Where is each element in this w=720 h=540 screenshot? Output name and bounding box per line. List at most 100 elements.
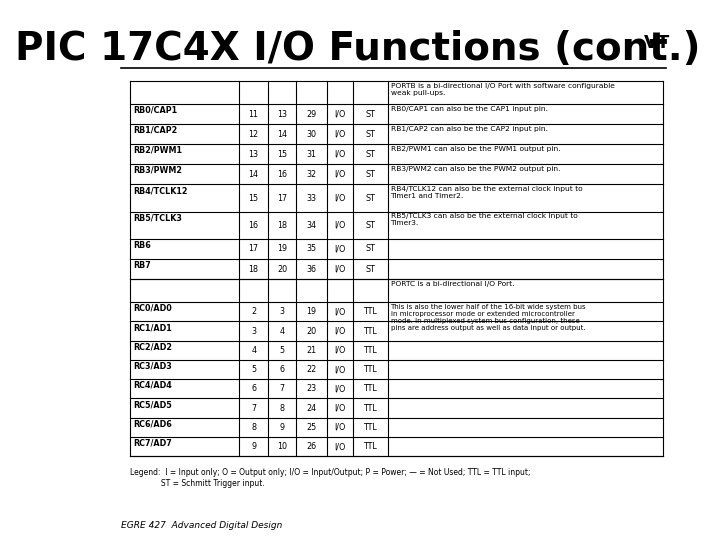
- Text: TTL: TTL: [364, 384, 377, 393]
- Text: 25: 25: [307, 423, 317, 432]
- Text: I/O: I/O: [335, 384, 346, 393]
- Text: 13: 13: [248, 150, 258, 159]
- Text: I/O: I/O: [335, 245, 346, 253]
- Text: TTL: TTL: [364, 346, 377, 355]
- Text: EGRE 427  Advanced Digital Design: EGRE 427 Advanced Digital Design: [121, 521, 282, 530]
- Text: 15: 15: [277, 150, 287, 159]
- Text: Legend:  I = Input only; O = Output only; I/O = Input/Output; P = Power; — = Not: Legend: I = Input only; O = Output only;…: [130, 468, 531, 488]
- Text: 19: 19: [277, 245, 287, 253]
- Text: ST: ST: [366, 170, 375, 179]
- Text: 34: 34: [307, 221, 317, 230]
- Text: PORTC is a bi-directional I/O Port.: PORTC is a bi-directional I/O Port.: [390, 281, 514, 287]
- Text: 14: 14: [277, 130, 287, 139]
- Text: 30: 30: [307, 130, 317, 139]
- Text: 17: 17: [248, 245, 258, 253]
- Text: I/O: I/O: [335, 110, 346, 119]
- Text: TTL: TTL: [364, 423, 377, 432]
- Text: ST: ST: [366, 130, 375, 139]
- Text: 7: 7: [251, 403, 256, 413]
- Text: RB5/TCLK3 can also be the external clock input to
Timer3.: RB5/TCLK3 can also be the external clock…: [390, 213, 577, 226]
- Text: 3: 3: [279, 307, 284, 316]
- Text: 14: 14: [248, 170, 258, 179]
- Text: RC3/AD3: RC3/AD3: [132, 362, 171, 370]
- Text: ST: ST: [366, 150, 375, 159]
- Text: RC2/AD2: RC2/AD2: [132, 342, 172, 352]
- Text: RB0/CAP1 can also be the CAP1 input pin.: RB0/CAP1 can also be the CAP1 input pin.: [390, 106, 547, 112]
- Text: RB3/PWM2 can also be the PWM2 output pin.: RB3/PWM2 can also be the PWM2 output pin…: [390, 166, 560, 172]
- Text: RB4/TCLK12 can also be the external clock input to
Timer1 and Timer2.: RB4/TCLK12 can also be the external cloc…: [390, 186, 582, 199]
- Text: 19: 19: [307, 307, 317, 316]
- Text: I/O: I/O: [335, 265, 346, 274]
- Text: 3: 3: [251, 327, 256, 335]
- Text: RB0/CAP1: RB0/CAP1: [132, 106, 177, 114]
- Text: RC4/AD4: RC4/AD4: [132, 381, 171, 390]
- Text: 8: 8: [279, 403, 284, 413]
- Text: 20: 20: [277, 265, 287, 274]
- Text: This is also the lower half of the 16-bit wide system bus
in microprocessor mode: This is also the lower half of the 16-bi…: [390, 305, 586, 332]
- Text: ST: ST: [366, 245, 375, 253]
- Text: 29: 29: [307, 110, 317, 119]
- Text: 20: 20: [307, 327, 317, 335]
- Text: 22: 22: [307, 365, 317, 374]
- Text: 24: 24: [307, 403, 317, 413]
- Text: 26: 26: [307, 442, 317, 451]
- Text: RC0/AD0: RC0/AD0: [132, 304, 171, 313]
- Text: I/O: I/O: [335, 423, 346, 432]
- Text: 32: 32: [307, 170, 317, 179]
- Text: 11: 11: [248, 110, 258, 119]
- Text: I/O: I/O: [335, 150, 346, 159]
- Text: 4: 4: [251, 346, 256, 355]
- Text: 4: 4: [279, 327, 284, 335]
- Text: I/O: I/O: [335, 170, 346, 179]
- Text: 31: 31: [307, 150, 317, 159]
- Text: I/O: I/O: [335, 442, 346, 451]
- Text: 8: 8: [251, 423, 256, 432]
- Text: I/O: I/O: [335, 327, 346, 335]
- Text: I/O: I/O: [335, 307, 346, 316]
- Text: 5: 5: [279, 346, 284, 355]
- Text: 18: 18: [277, 221, 287, 230]
- Text: 16: 16: [277, 170, 287, 179]
- Text: 6: 6: [279, 365, 284, 374]
- Text: VT: VT: [644, 35, 670, 52]
- Text: TTL: TTL: [364, 403, 377, 413]
- Text: 9: 9: [279, 423, 284, 432]
- Text: 7: 7: [279, 384, 284, 393]
- Text: 36: 36: [307, 265, 317, 274]
- Text: TTL: TTL: [364, 442, 377, 451]
- Text: I/O: I/O: [335, 365, 346, 374]
- Text: 15: 15: [248, 193, 258, 202]
- Text: RB6: RB6: [132, 240, 150, 249]
- Text: 35: 35: [307, 245, 317, 253]
- Text: ST: ST: [366, 221, 375, 230]
- Text: RB1/CAP2 can also be the CAP2 input pin.: RB1/CAP2 can also be the CAP2 input pin.: [390, 126, 547, 132]
- Text: 13: 13: [277, 110, 287, 119]
- Text: RC7/AD7: RC7/AD7: [132, 438, 171, 448]
- Text: TTL: TTL: [364, 365, 377, 374]
- Text: 17: 17: [277, 193, 287, 202]
- Text: ST: ST: [366, 110, 375, 119]
- Text: 12: 12: [248, 130, 258, 139]
- Text: TTL: TTL: [364, 307, 377, 316]
- Text: RB3/PWM2: RB3/PWM2: [132, 166, 181, 175]
- Text: RB2/PWM1: RB2/PWM1: [132, 146, 181, 155]
- Text: 21: 21: [307, 346, 317, 355]
- Text: TTL: TTL: [364, 327, 377, 335]
- Text: RC5/AD5: RC5/AD5: [132, 400, 171, 409]
- Text: I/O: I/O: [335, 221, 346, 230]
- Text: 23: 23: [307, 384, 317, 393]
- Text: I/O: I/O: [335, 193, 346, 202]
- Text: RB1/CAP2: RB1/CAP2: [132, 126, 177, 135]
- Text: RC6/AD6: RC6/AD6: [132, 420, 171, 428]
- Text: 5: 5: [251, 365, 256, 374]
- Text: PIC 17C4X I/O Functions (cont.): PIC 17C4X I/O Functions (cont.): [15, 30, 701, 68]
- Text: RB7: RB7: [132, 261, 150, 269]
- Text: ST: ST: [366, 193, 375, 202]
- Text: ST: ST: [366, 265, 375, 274]
- Text: I/O: I/O: [335, 130, 346, 139]
- Text: 2: 2: [251, 307, 256, 316]
- Text: 6: 6: [251, 384, 256, 393]
- Text: 18: 18: [248, 265, 258, 274]
- Text: 9: 9: [251, 442, 256, 451]
- Text: RB4/TCLK12: RB4/TCLK12: [132, 186, 187, 195]
